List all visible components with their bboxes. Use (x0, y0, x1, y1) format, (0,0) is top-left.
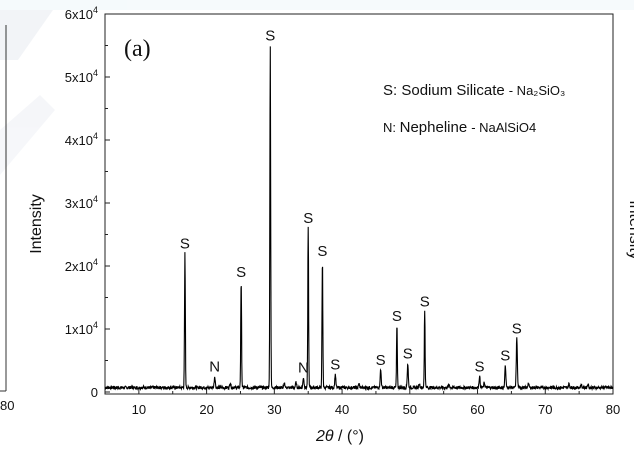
legend-item-nepheline: N: Nepheline - NaAlSiO4 (383, 119, 536, 136)
y-tick-mantissa: 4x10 (65, 133, 93, 148)
peak-label: S (317, 243, 327, 260)
x-tick-label: 80 (606, 402, 620, 417)
y-tick-label: 3x104 (65, 194, 98, 211)
y-axis-title: Intensity (28, 194, 45, 254)
peak-label: S (420, 293, 430, 310)
peak-label: S (475, 358, 485, 375)
xrd-pattern-line (104, 46, 614, 392)
y-tick-label: 5x104 (65, 68, 98, 85)
x-axis-title: 2θ / (°) (315, 428, 364, 445)
left-panel-tick-label: 80 (0, 398, 14, 413)
y-tick-mantissa: 0 (91, 385, 98, 400)
y-tick-exponent: 4 (93, 68, 98, 78)
peak-label: S (392, 308, 402, 325)
peak-label: S (265, 28, 275, 45)
y-tick-exponent: 4 (93, 194, 98, 204)
peak-label: S (500, 348, 510, 365)
y-tick-mantissa: 2x10 (65, 259, 93, 274)
x-tick-label: 50 (403, 402, 417, 417)
peak-label: S (236, 264, 246, 281)
y-tick-exponent: 4 (93, 320, 98, 330)
peak-label: S (376, 352, 386, 369)
legend-item-sodium-silicate: S: Sodium Silicate - Na₂SiO₃ (383, 82, 565, 99)
y-tick-exponent: 4 (93, 5, 98, 15)
right-panel-ylabel: Intensity (626, 200, 634, 260)
y-tick-exponent: 4 (93, 131, 98, 141)
x-tick-label: 70 (538, 402, 552, 417)
x-tick-label: 10 (132, 402, 146, 417)
peak-label: N (298, 360, 309, 377)
left-panel-fragment: 80 (0, 25, 14, 413)
y-tick-label: 2x104 (65, 257, 98, 274)
x-tick-label: 40 (335, 402, 349, 417)
peak-label: S (303, 210, 313, 227)
x-tick-label: 20 (199, 402, 213, 417)
y-tick-mantissa: 1x10 (65, 322, 93, 337)
y-tick-mantissa: 6x10 (65, 7, 93, 22)
peak-label: S (403, 346, 413, 363)
x-tick-label: 60 (470, 402, 484, 417)
peak-label: S (180, 235, 190, 252)
y-tick-mantissa: 5x10 (65, 70, 93, 85)
x-tick-label: 30 (267, 402, 281, 417)
right-panel-fragment: Intensity (626, 200, 634, 260)
y-tick-label: 6x104 (65, 5, 98, 22)
y-tick-mantissa: 3x10 (65, 196, 93, 211)
y-tick-exponent: 4 (93, 257, 98, 267)
plot-frame (104, 13, 614, 395)
legend: S: Sodium Silicate - Na₂SiO₃ N: Nepheline… (383, 82, 565, 136)
x-axis: 10 20 30 40 50 60 70 80 (104, 389, 620, 417)
peak-label: N (209, 358, 220, 375)
panel-label: (a) (124, 36, 151, 62)
peak-label: S (330, 356, 340, 373)
background-watermark (0, 0, 634, 175)
y-tick-label: 1x104 (65, 320, 98, 337)
y-tick-label: 4x104 (65, 131, 98, 148)
y-tick-label: 0 (91, 385, 98, 400)
peak-label: S (512, 320, 522, 337)
